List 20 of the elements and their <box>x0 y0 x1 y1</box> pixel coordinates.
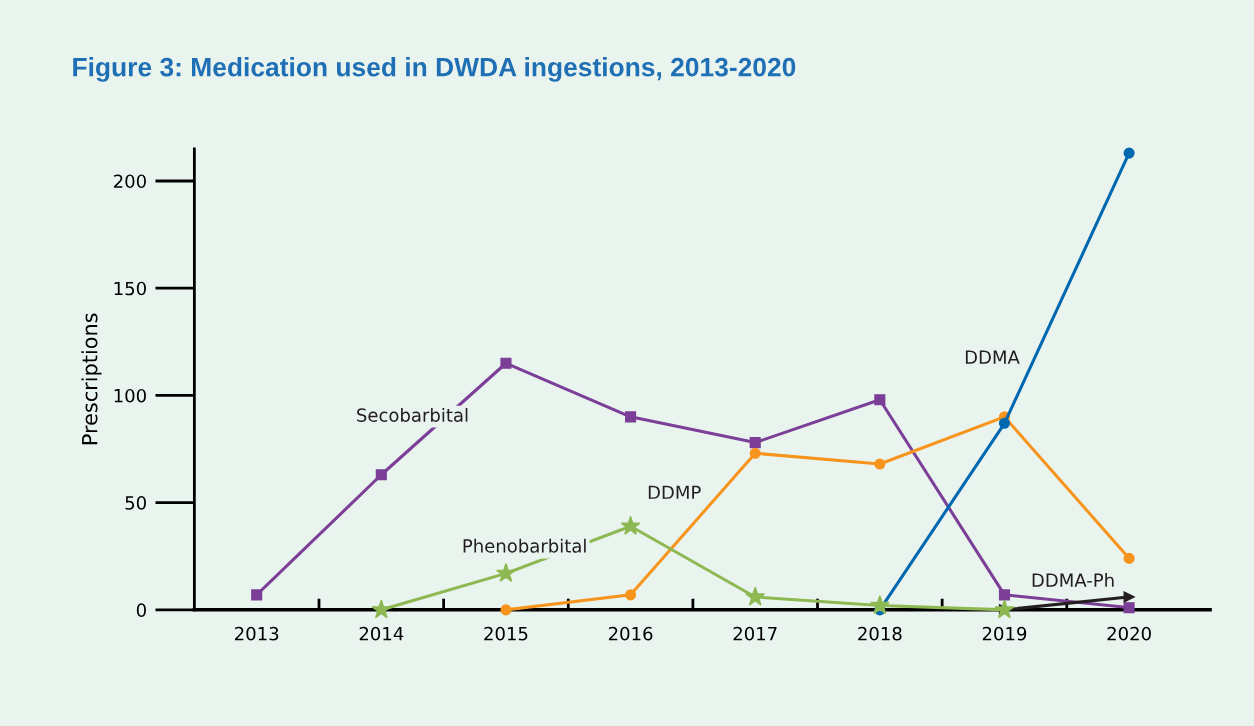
x-tick-label: 2019 <box>982 626 1027 641</box>
y-tick-label: 200 <box>114 174 146 189</box>
series-label: DDMA-Ph <box>1032 573 1114 587</box>
y-tick-label: 0 <box>136 603 146 617</box>
x-tick-label: 2014 <box>359 626 404 641</box>
y-axis-title: Prescriptions <box>81 313 102 445</box>
chart-title: Figure 3: Medication used in DWDA ingestions, 2013-2020 <box>73 57 796 82</box>
series-label: DDMA <box>965 350 1020 364</box>
x-tick-label: 2015 <box>484 626 528 641</box>
x-tick-label: 2020 <box>1107 626 1151 641</box>
series-label: Secobarbital <box>357 407 468 422</box>
x-tick-label: 2018 <box>858 626 902 641</box>
y-tick-label: 100 <box>114 388 146 403</box>
series-label: Phenobarbital <box>463 538 586 553</box>
x-tick-label: 2017 <box>733 626 777 641</box>
y-tick-label: 50 <box>125 496 146 510</box>
x-tick-label: 2013 <box>235 626 279 641</box>
series-label: DDMP <box>648 485 701 499</box>
x-tick-label: 2016 <box>608 626 653 641</box>
y-tick-label: 150 <box>114 281 146 296</box>
